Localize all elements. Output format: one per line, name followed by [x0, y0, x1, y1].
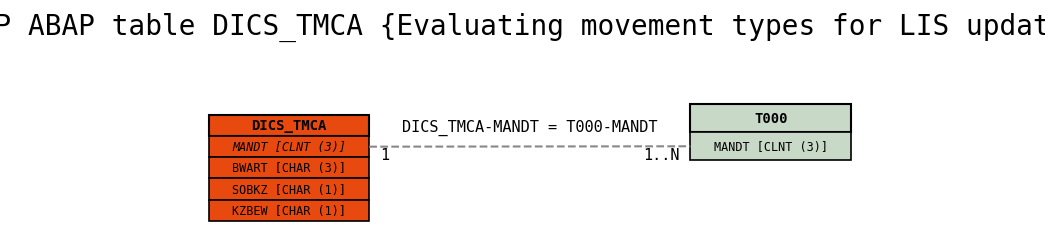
Text: SOBKZ [CHAR (1)]: SOBKZ [CHAR (1)]	[232, 183, 346, 196]
Text: DICS_TMCA-MANDT = T000-MANDT: DICS_TMCA-MANDT = T000-MANDT	[402, 120, 657, 136]
Text: T000: T000	[753, 112, 787, 125]
Text: KZBEW [CHAR (1)]: KZBEW [CHAR (1)]	[232, 204, 346, 217]
Text: MANDT [CLNT (3)]: MANDT [CLNT (3)]	[714, 140, 828, 153]
FancyBboxPatch shape	[209, 200, 369, 221]
Text: BWART [CHAR (3)]: BWART [CHAR (3)]	[232, 162, 346, 175]
Text: DICS_TMCA: DICS_TMCA	[251, 119, 327, 133]
Text: MANDT [CLNT (3)]: MANDT [CLNT (3)]	[232, 141, 346, 154]
FancyBboxPatch shape	[209, 158, 369, 179]
FancyBboxPatch shape	[691, 104, 851, 133]
Text: SAP ABAP table DICS_TMCA {Evaluating movement types for LIS update}: SAP ABAP table DICS_TMCA {Evaluating mov…	[0, 12, 1045, 41]
Text: 1..N: 1..N	[643, 147, 679, 162]
FancyBboxPatch shape	[691, 133, 851, 161]
FancyBboxPatch shape	[209, 137, 369, 158]
FancyBboxPatch shape	[209, 116, 369, 137]
FancyBboxPatch shape	[209, 179, 369, 200]
Text: 1: 1	[380, 147, 390, 162]
